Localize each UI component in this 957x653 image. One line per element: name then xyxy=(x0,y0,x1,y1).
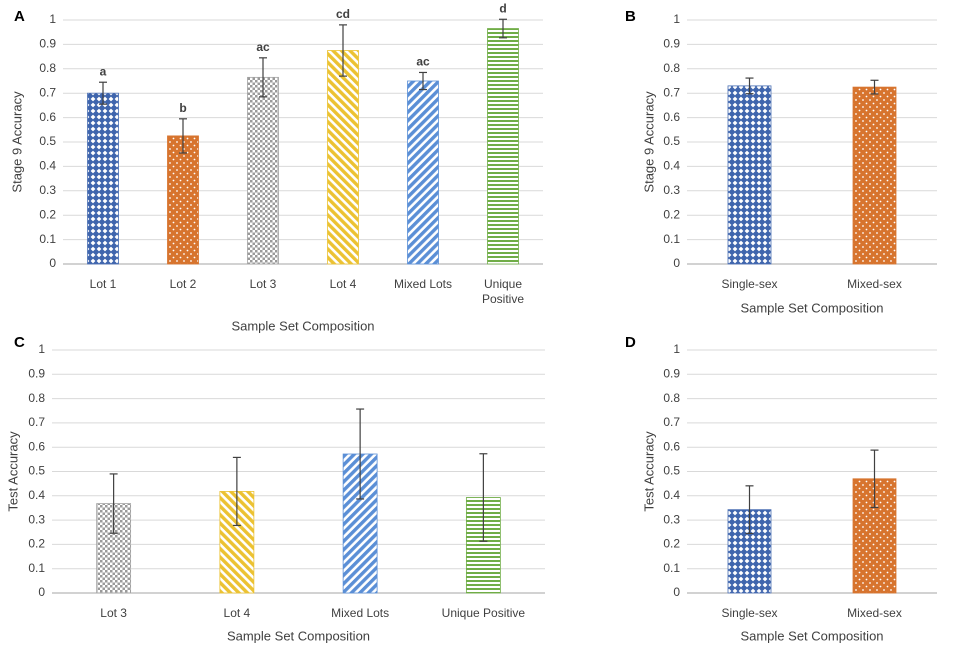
y-tick-label: 1 xyxy=(38,342,45,356)
category-label: Single-sex xyxy=(721,277,777,291)
significance-label: ac xyxy=(256,40,270,54)
bar xyxy=(87,92,119,265)
significance-label: ac xyxy=(416,55,430,69)
y-tick-label: 0.9 xyxy=(663,366,680,380)
category-label: Mixed Lots xyxy=(394,277,452,291)
bar xyxy=(407,80,439,265)
y-tick-label: 0.5 xyxy=(663,134,680,148)
y-tick-label: 0.4 xyxy=(663,159,680,173)
panel-label: D xyxy=(625,334,636,351)
y-tick-label: 0.3 xyxy=(28,512,45,526)
y-tick-label: 0 xyxy=(673,256,680,270)
y-axis-title: Test Accuracy xyxy=(641,431,656,512)
y-tick-label: 0 xyxy=(38,585,45,599)
category-label: Lot 3 xyxy=(250,277,277,291)
y-tick-label: 1 xyxy=(49,12,56,26)
significance-label: b xyxy=(179,101,186,115)
y-tick-label: 0.2 xyxy=(28,537,45,551)
y-tick-label: 0.1 xyxy=(28,561,45,575)
chart-panel-b: B 0 0.1 0.2 0.3 0.4 0.5 0.6 0.7 0.8 0.9 1 Stage 9 Ac… xyxy=(625,8,937,315)
y-tick-label: 0.7 xyxy=(663,415,680,429)
y-tick-label: 0.2 xyxy=(39,207,56,221)
y-tick-label: 0.3 xyxy=(663,512,680,526)
category-label: Lot 4 xyxy=(224,606,251,620)
panel-label: A xyxy=(14,8,25,25)
y-tick-label: 0.4 xyxy=(28,488,45,502)
category-label: Unique Positive xyxy=(442,606,526,620)
y-tick-label: 0.2 xyxy=(663,537,680,551)
bar xyxy=(247,76,279,265)
y-tick-label: 0.8 xyxy=(28,391,45,405)
y-tick-label: 0.7 xyxy=(28,415,45,429)
y-tick-label: 0.9 xyxy=(28,366,45,380)
chart-panel-d: D 0 0.1 0.2 0.3 0.4 0.5 0.6 0.7 0.8 0.9 1 Test Accur… xyxy=(625,334,937,643)
y-tick-label: 0.6 xyxy=(28,439,45,453)
y-tick-label: 0.9 xyxy=(39,37,56,51)
y-tick-label: 0.6 xyxy=(663,439,680,453)
category-label: Unique xyxy=(484,277,522,291)
panel-label: B xyxy=(625,8,636,25)
y-tick-label: 0.3 xyxy=(663,183,680,197)
significance-label: d xyxy=(499,1,506,15)
x-axis-title: Sample Set Composition xyxy=(227,628,370,643)
y-tick-label: 0.4 xyxy=(39,159,56,173)
y-tick-label: 0.3 xyxy=(39,183,56,197)
y-tick-label: 0.1 xyxy=(39,232,56,246)
y-tick-label: 1 xyxy=(673,12,680,26)
y-tick-label: 0.5 xyxy=(28,464,45,478)
x-axis-title: Sample Set Composition xyxy=(231,318,374,333)
y-tick-label: 0 xyxy=(673,585,680,599)
y-tick-label: 0.1 xyxy=(663,561,680,575)
y-axis-title: Test Accuracy xyxy=(5,431,20,512)
x-axis-title: Sample Set Composition xyxy=(740,628,883,643)
x-axis-title: Sample Set Composition xyxy=(740,300,883,315)
y-tick-label: 0 xyxy=(49,256,56,270)
y-axis-title: Stage 9 Accuracy xyxy=(641,91,656,193)
y-tick-label: 0.2 xyxy=(663,207,680,221)
category-label: Lot 2 xyxy=(170,277,197,291)
y-tick-label: 0.4 xyxy=(663,488,680,502)
y-tick-label: 0.1 xyxy=(663,232,680,246)
bar xyxy=(727,85,772,265)
chart-panel-a: A 0 0.1 0.2 0.3 0.4 0.5 0.6 0.7 0.8 0.9 1 Stage 9 Ac… xyxy=(9,1,543,333)
y-tick-label: 0.8 xyxy=(39,61,56,75)
y-tick-label: 0.8 xyxy=(663,61,680,75)
category-label: Single-sex xyxy=(721,606,777,620)
bar xyxy=(852,86,897,265)
y-tick-label: 0.5 xyxy=(663,464,680,478)
bar xyxy=(327,50,359,265)
category-label: Mixed-sex xyxy=(847,606,902,620)
category-label: Lot 1 xyxy=(90,277,117,291)
panel-label: C xyxy=(14,334,25,351)
y-tick-label: 0.7 xyxy=(663,85,680,99)
y-tick-label: 0.6 xyxy=(663,110,680,124)
category-label: Mixed-sex xyxy=(847,277,902,291)
category-label: Lot 3 xyxy=(100,606,127,620)
significance-label: a xyxy=(100,64,107,78)
significance-label: cd xyxy=(336,7,350,21)
y-tick-label: 0.7 xyxy=(39,85,56,99)
category-label: Mixed Lots xyxy=(331,606,389,620)
category-label: Positive xyxy=(482,292,524,306)
bar xyxy=(167,135,199,265)
y-tick-label: 0.6 xyxy=(39,110,56,124)
chart-panel-c: C 0 0.1 0.2 0.3 0.4 0.5 0.6 0.7 0.8 0.9 1 Test Accur… xyxy=(5,334,545,643)
y-tick-label: 0.5 xyxy=(39,134,56,148)
y-tick-label: 1 xyxy=(673,342,680,356)
category-label: Lot 4 xyxy=(330,277,357,291)
bar xyxy=(487,28,519,265)
y-tick-label: 0.9 xyxy=(663,37,680,51)
y-axis-title: Stage 9 Accuracy xyxy=(9,91,24,193)
y-tick-label: 0.8 xyxy=(663,391,680,405)
